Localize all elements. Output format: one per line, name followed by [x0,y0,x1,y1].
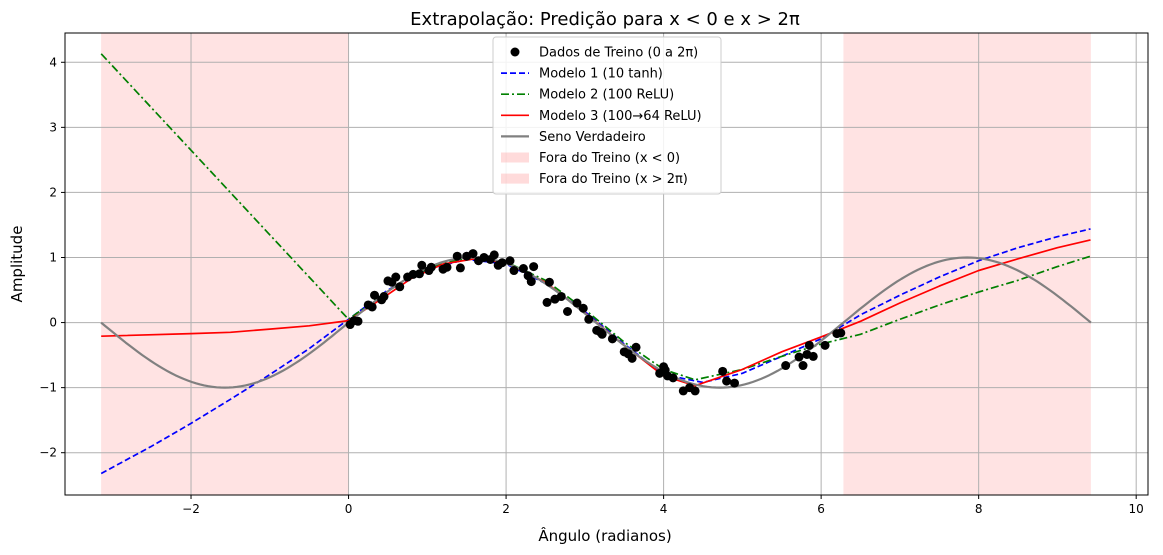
training-point [442,262,452,272]
shaded-region-2 [843,33,1091,495]
training-points [345,249,846,396]
legend-label: Fora do Treino (x > 2π) [539,172,688,187]
legend-label: Modelo 3 (100→64 ReLU) [539,109,702,124]
training-point [542,297,552,307]
training-point [781,361,791,371]
x-axis-label: Ângulo (radianos) [538,526,671,545]
x-tick-label: 10 [1129,502,1144,516]
training-point [729,378,739,388]
training-point [468,249,478,259]
training-point [353,316,363,326]
training-point [489,250,499,260]
legend: Dados de Treino (0 a 2π) Modelo 1 (10 tan… [492,36,722,195]
legend-label: Modelo 1 (10 tanh) [539,67,663,82]
training-point [544,277,554,287]
y-axis-label: Amplitude [8,226,26,303]
training-point [455,263,465,273]
y-tick-label: 4 [49,55,57,69]
training-point [578,303,588,313]
training-point [556,292,566,302]
training-point [417,260,427,270]
training-point [597,329,607,339]
series-line-1 [100,228,1091,475]
training-point [584,314,594,324]
training-point [798,361,808,371]
training-point [836,328,846,338]
y-tick-label: 0 [49,316,57,330]
legend-patch [501,173,529,184]
series-lines [100,53,1092,475]
x-tick-label: 4 [660,502,668,516]
training-point [518,264,528,274]
chart-title: Extrapolação: Predição para x < 0 e x > … [410,9,800,30]
y-tick-label: 2 [49,185,57,199]
legend-label: Seno Verdadeiro [539,130,646,145]
training-point [804,340,814,350]
training-point [794,352,804,362]
legend-label: Modelo 2 (100 ReLU) [539,88,674,103]
training-point [690,386,700,396]
training-point [808,351,818,361]
training-point [607,334,617,344]
training-point [668,373,678,383]
legend-patch [501,152,529,163]
training-point [718,366,728,376]
legend-label: Dados de Treino (0 a 2π) [539,46,698,61]
training-point [370,290,380,300]
training-point [631,342,641,352]
training-point [414,269,424,279]
training-point [722,376,732,386]
x-tick-label: 2 [502,502,510,516]
shaded-regions [101,33,1091,495]
training-point [820,340,830,350]
legend-marker [510,47,520,57]
x-tick-label: 8 [975,502,983,516]
training-point [563,307,573,317]
training-point [572,298,582,308]
training-point [379,292,389,302]
training-point [497,258,507,268]
training-point [395,282,405,292]
legend-label: Fora do Treino (x < 0) [539,151,680,166]
y-tick-label: 1 [49,250,57,264]
training-point [627,353,637,363]
x-tick-label: 0 [345,502,353,516]
training-point [526,277,536,287]
training-point [529,262,539,272]
x-tick-label: −2 [182,502,200,516]
series-line-4 [100,256,1092,389]
shaded-region-1 [101,33,349,495]
y-tick-label: −1 [39,381,57,395]
x-tick-label: 6 [817,502,825,516]
training-point [452,251,462,261]
training-point [367,302,377,312]
training-point [505,256,515,266]
y-tick-label: −2 [39,446,57,460]
legend-box [492,36,722,195]
y-tick-label: 3 [49,120,57,134]
training-point [509,266,519,276]
plot-frame [64,32,1149,496]
training-point [426,262,436,272]
training-point [391,272,401,282]
axis-ticks: −2 0 2 4 6 8 10 −2 −1 0 1 2 3 4 [39,55,1144,516]
